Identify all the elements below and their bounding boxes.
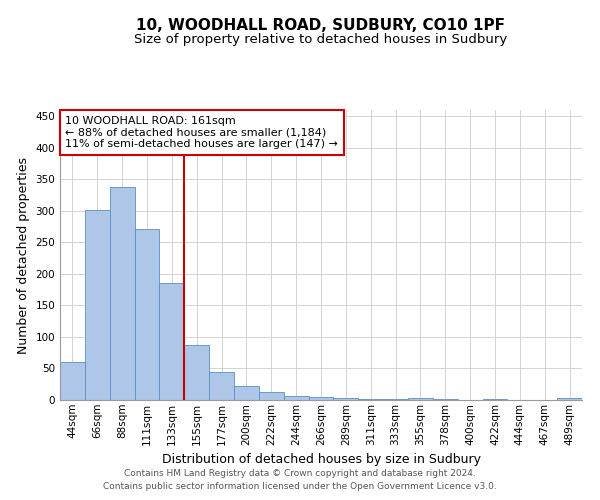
Text: Size of property relative to detached houses in Sudbury: Size of property relative to detached ho… xyxy=(134,32,508,46)
Bar xyxy=(334,398,358,400)
Bar xyxy=(209,372,234,400)
Bar xyxy=(308,397,334,400)
Bar xyxy=(284,396,308,400)
Text: 10, WOODHALL ROAD, SUDBURY, CO10 1PF: 10, WOODHALL ROAD, SUDBURY, CO10 1PF xyxy=(137,18,505,32)
Bar xyxy=(110,187,134,400)
Bar xyxy=(557,398,582,400)
Bar xyxy=(234,386,259,400)
Bar xyxy=(259,392,284,400)
Bar xyxy=(134,229,160,400)
Bar xyxy=(358,398,383,400)
Text: Contains public sector information licensed under the Open Government Licence v3: Contains public sector information licen… xyxy=(103,482,497,491)
Bar xyxy=(184,344,209,400)
Bar xyxy=(408,398,433,400)
Text: Contains HM Land Registry data © Crown copyright and database right 2024.: Contains HM Land Registry data © Crown c… xyxy=(124,468,476,477)
Y-axis label: Number of detached properties: Number of detached properties xyxy=(17,156,30,354)
Bar xyxy=(383,398,408,400)
Text: 10 WOODHALL ROAD: 161sqm
← 88% of detached houses are smaller (1,184)
11% of sem: 10 WOODHALL ROAD: 161sqm ← 88% of detach… xyxy=(65,116,338,149)
X-axis label: Distribution of detached houses by size in Sudbury: Distribution of detached houses by size … xyxy=(161,453,481,466)
Bar xyxy=(60,362,85,400)
Bar xyxy=(85,210,110,400)
Bar xyxy=(160,284,184,400)
